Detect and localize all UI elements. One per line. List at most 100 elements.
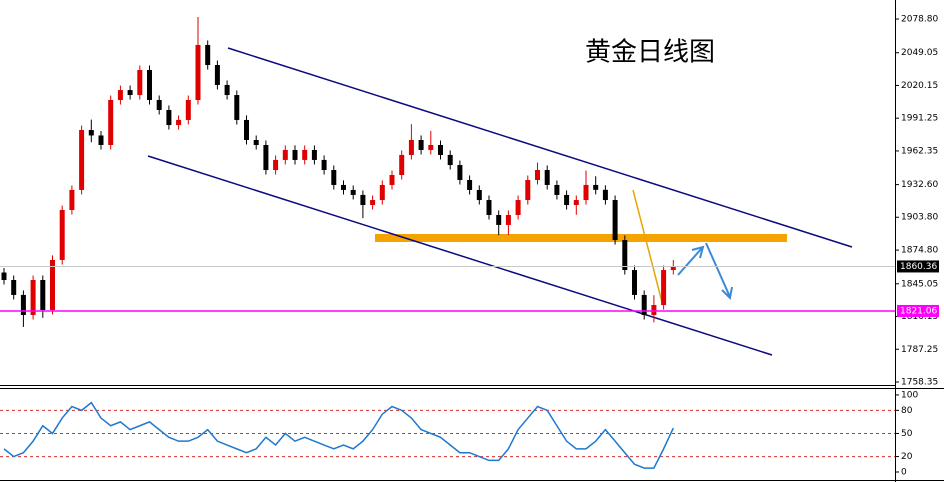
candle-body: [661, 270, 667, 306]
candle-body: [341, 184, 346, 190]
candle-body: [505, 214, 511, 225]
candle-body: [418, 140, 424, 150]
candle-body: [350, 189, 356, 195]
y-tick-label: 0: [901, 467, 907, 477]
y-tick-label: 1874.80: [901, 246, 938, 256]
y-tick-label: 2078.80: [901, 15, 938, 25]
y-tick-label: 100: [901, 390, 918, 400]
candle-body: [273, 159, 279, 171]
y-tick-label: 20: [901, 452, 913, 462]
candle-body: [515, 200, 521, 215]
candle-body: [263, 144, 269, 171]
y-tick-label: 1962.35: [901, 146, 938, 156]
candle-body: [496, 214, 502, 225]
candle-body: [147, 70, 152, 101]
candle-body: [379, 184, 385, 201]
y-tick-label: 50: [901, 429, 913, 439]
candle-body: [166, 109, 172, 126]
candle-body: [108, 100, 114, 145]
candle-body: [554, 184, 560, 195]
candle-body: [457, 165, 463, 180]
candle-body: [622, 240, 628, 271]
candle-body: [467, 179, 473, 190]
arrow-up: [677, 245, 705, 276]
candle-body: [195, 44, 201, 101]
arrow-down: [705, 242, 733, 301]
candle-body: [641, 294, 647, 315]
plot: [1, 16, 676, 327]
candle-body: [117, 90, 123, 101]
candle-body: [476, 189, 482, 201]
candle-body: [244, 119, 249, 140]
y-tick-label: 1787.25: [901, 345, 938, 355]
candle-body: [127, 90, 133, 96]
candle-body: [447, 154, 453, 166]
y-tick-label: 1758.35: [901, 377, 938, 387]
candle-body: [224, 84, 230, 96]
candle-body: [311, 149, 317, 160]
chart-title: 黄金日线图: [585, 38, 715, 68]
arrows: [677, 242, 733, 301]
candle-body: [360, 194, 366, 206]
candle-body: [544, 170, 550, 185]
current-price-box: [897, 260, 939, 273]
candle-body: [602, 189, 608, 201]
resistance-zone: [375, 234, 787, 242]
y-tick-label: 1845.05: [901, 279, 938, 289]
y-tick-label: 2049.05: [901, 48, 938, 58]
candle-body: [69, 189, 75, 210]
candle-body: [399, 154, 405, 175]
candle-body: [59, 210, 65, 260]
support-label: 1821.06: [900, 306, 937, 316]
candle-body: [583, 184, 589, 201]
channel-lower: [147, 155, 773, 356]
candle-body: [234, 95, 240, 120]
candle-body: [302, 149, 308, 160]
candle-body: [593, 184, 599, 190]
candle-body: [176, 119, 182, 126]
candle-body: [535, 170, 540, 180]
y-tick-label: 1903.80: [901, 213, 938, 223]
candle-body: [11, 280, 17, 295]
candle-body: [137, 70, 143, 96]
trend-line: [632, 189, 663, 303]
candle-body: [651, 305, 657, 315]
candle-body: [438, 144, 443, 155]
candle-body: [632, 270, 637, 295]
candle-body: [573, 200, 579, 206]
candle-body: [331, 170, 337, 185]
y-tick-label: 2020.15: [901, 81, 938, 91]
y-tick-label: 1991.25: [901, 114, 938, 124]
y-tick-label: 1816.15: [901, 312, 938, 322]
candle-body: [486, 200, 492, 215]
candle-body: [525, 179, 531, 201]
y-tick-label: 1932.60: [901, 180, 938, 190]
candle-body: [185, 100, 191, 120]
support-label-box: [897, 304, 939, 317]
candle-body: [321, 159, 327, 171]
candle-body: [156, 100, 162, 110]
candle-body: [79, 130, 85, 190]
current-price-label: 1860.36: [900, 262, 937, 272]
candle-body: [564, 194, 570, 206]
candle-body: [30, 280, 36, 315]
candle-body: [40, 280, 46, 311]
candle-body: [370, 200, 376, 206]
candle-body: [214, 65, 220, 85]
rsi-line: [3, 401, 674, 469]
candle-body: [408, 140, 414, 155]
candle-body: [20, 294, 26, 315]
candle-body: [612, 200, 618, 241]
candle-body: [670, 266, 676, 271]
candle-body: [205, 44, 211, 66]
channel-upper: [227, 47, 853, 248]
candle-body: [50, 259, 55, 311]
candle-body: [292, 149, 298, 160]
candle-body: [428, 144, 434, 150]
candle-body: [88, 130, 94, 136]
candle-body: [282, 149, 288, 160]
candle-body: [98, 135, 104, 145]
candle-body: [253, 140, 259, 145]
y-tick-label: 80: [901, 406, 913, 416]
